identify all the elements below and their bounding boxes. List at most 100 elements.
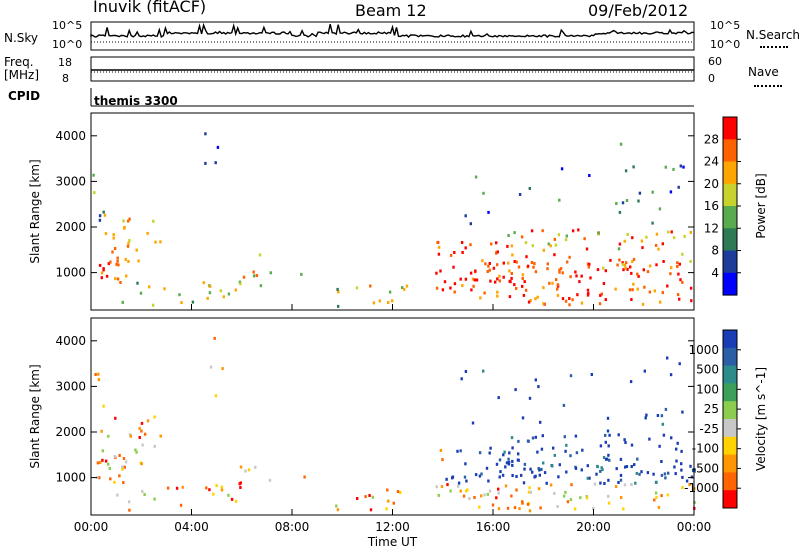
velocity-cell: [181, 485, 184, 489]
velocity-cell: [607, 494, 610, 498]
power-cell: [569, 275, 572, 279]
velocity-cell: [606, 429, 610, 433]
velocity-cell: [495, 496, 498, 500]
nsearch-legend-dots: [760, 46, 788, 48]
nsearch-tick-bottom: 10^0: [710, 38, 741, 51]
velocity-colorbar-segment: [723, 347, 737, 367]
power-cell: [585, 247, 589, 251]
velocity-cell: [153, 497, 156, 501]
power-cell: [655, 232, 659, 236]
power-cell: [387, 301, 390, 304]
power-cell: [436, 241, 439, 244]
velocity-cell: [166, 486, 170, 490]
power-colorbar-segment: [723, 183, 737, 207]
velocity-colorbar-segment: [723, 401, 737, 420]
power-cell: [689, 286, 693, 290]
power-cell: [242, 275, 246, 279]
power-cell: [624, 266, 627, 270]
power-cell: [651, 221, 654, 225]
velocity-cell: [604, 440, 607, 444]
velocity-ylabel: Slant Range [km]: [28, 364, 42, 468]
power-cell: [568, 297, 571, 300]
power-cell: [100, 276, 103, 280]
velocity-cell: [230, 497, 234, 501]
power-cell: [93, 191, 96, 195]
velocity-cell: [254, 465, 257, 469]
velocity-xtick-label: 12:00: [375, 520, 410, 534]
velocity-cell: [471, 421, 475, 425]
power-cell: [123, 225, 126, 229]
power-cell: [561, 271, 564, 275]
velocity-colorbar-label: 100: [696, 382, 719, 396]
velocity-cell: [513, 506, 517, 510]
velocity-cell: [536, 450, 539, 454]
power-cell: [672, 167, 675, 171]
power-cell: [630, 271, 633, 275]
nsky-trace: [90, 22, 695, 43]
power-cell: [649, 264, 652, 268]
power-cell: [666, 284, 669, 288]
nsky-label: N.Sky: [4, 31, 39, 45]
freq-tick-top: 18: [58, 56, 72, 69]
power-colorbar-segment: [723, 250, 737, 274]
power-cell: [137, 259, 140, 263]
power-cell: [555, 278, 558, 282]
power-cell: [629, 265, 632, 269]
velocity-cell: [462, 494, 466, 498]
power-cell: [551, 281, 554, 285]
power-cell: [670, 266, 673, 270]
velocity-cell: [666, 356, 669, 360]
velocity-cell: [534, 378, 537, 382]
velocity-cell: [485, 466, 489, 470]
velocity-cell: [596, 464, 599, 468]
power-cell: [506, 244, 509, 248]
power-cell: [125, 274, 128, 278]
velocity-cell: [108, 467, 111, 470]
power-cell: [521, 277, 524, 280]
velocity-cell: [615, 467, 618, 471]
velocity-cell: [675, 447, 678, 451]
power-cell: [643, 285, 646, 289]
velocity-cell: [617, 481, 620, 484]
power-cell: [461, 284, 464, 288]
velocity-cell: [657, 505, 661, 509]
velocity-cell: [511, 474, 514, 477]
velocity-cell: [114, 416, 117, 420]
velocity-cell: [608, 433, 611, 437]
power-cell: [437, 252, 441, 256]
velocity-cell: [653, 498, 656, 502]
power-cell: [252, 274, 256, 278]
power-cell: [113, 247, 117, 250]
velocity-colorbar-label: -1000: [684, 481, 719, 495]
velocity-cell: [153, 415, 156, 419]
velocity-cell: [511, 459, 514, 463]
power-cell: [490, 242, 493, 246]
velocity-cell: [121, 467, 124, 471]
velocity-cell: [480, 472, 483, 476]
velocity-cell: [676, 441, 679, 445]
power-cell: [531, 244, 534, 248]
velocity-xtick-label: 00:00: [677, 520, 712, 534]
power-cell: [484, 262, 487, 266]
power-cell: [104, 232, 108, 236]
velocity-cell: [531, 470, 534, 474]
velocity-cell: [558, 463, 561, 467]
power-cell: [556, 283, 560, 287]
power-cell: [602, 282, 606, 285]
velocity-cell: [497, 507, 501, 511]
velocity-colorbar-segment: [723, 330, 737, 349]
velocity-cell: [465, 479, 468, 483]
power-cell: [449, 286, 452, 290]
velocity-cell: [474, 473, 478, 477]
velocity-cell: [691, 469, 695, 473]
power-cell: [128, 239, 131, 242]
velocity-cell: [98, 476, 101, 480]
power-cell: [527, 300, 531, 304]
power-cell: [234, 288, 237, 292]
power-cell: [558, 198, 561, 202]
velocity-cell: [459, 489, 462, 493]
power-cell: [604, 269, 607, 273]
velocity-cell: [588, 476, 591, 480]
velocity-cell: [138, 436, 141, 439]
power-cell: [623, 263, 627, 267]
